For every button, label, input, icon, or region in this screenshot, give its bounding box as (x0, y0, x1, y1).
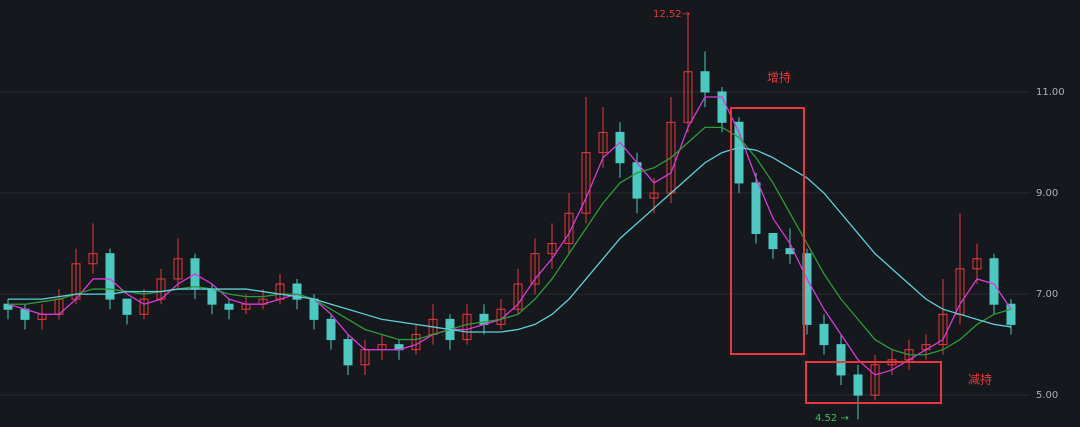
candle-body (819, 323, 829, 346)
candle-body (632, 162, 642, 199)
candle-body (88, 253, 98, 265)
candle-body (547, 243, 557, 255)
sell-note: 减持 (968, 372, 992, 387)
candle-body (564, 212, 574, 245)
sell-box (805, 361, 942, 404)
candle-body (751, 182, 761, 234)
max-label: 12.52→ (653, 9, 690, 20)
candle-body (989, 258, 999, 305)
buy-note: 增持 (767, 70, 791, 85)
y-tick-label: 7.00 (1036, 289, 1058, 300)
candle-body (173, 258, 183, 280)
y-tick-label: 11.00 (1036, 87, 1065, 98)
candle-body (343, 339, 353, 366)
moving-average (8, 146, 1012, 333)
candle-body (292, 283, 302, 300)
candle-body (598, 131, 608, 154)
candle-body (972, 258, 982, 270)
candle-body (224, 303, 234, 310)
candle-body (717, 91, 727, 123)
candle-body (870, 364, 880, 396)
candle-body (326, 318, 336, 341)
candle-body (768, 232, 778, 250)
candle-body (836, 344, 846, 376)
y-tick-label: 9.00 (1036, 188, 1058, 199)
candle-body (581, 152, 591, 214)
candle-body (207, 288, 217, 305)
candle-body (615, 131, 625, 164)
candle-body (530, 253, 540, 285)
candle-body (20, 308, 30, 320)
candle-body (105, 253, 115, 300)
candle-body (853, 374, 863, 396)
candle-body (1006, 303, 1016, 325)
candle-body (734, 121, 744, 184)
candle-body (649, 192, 659, 199)
candle-body (683, 71, 693, 123)
min-label: 4.52 → (815, 413, 849, 424)
candle-body (122, 298, 132, 315)
moving-average (7, 96, 1012, 376)
candle-body (462, 313, 472, 341)
candle-body (938, 313, 948, 346)
buy-box (730, 107, 805, 355)
candle-body (496, 308, 506, 325)
candle-body (700, 71, 710, 93)
y-tick-label: 5.00 (1036, 390, 1058, 401)
candle-body (513, 283, 523, 310)
plot: 5.00 7.00 9.00 11.00 (0, 15, 1065, 420)
candle-body (139, 298, 149, 315)
